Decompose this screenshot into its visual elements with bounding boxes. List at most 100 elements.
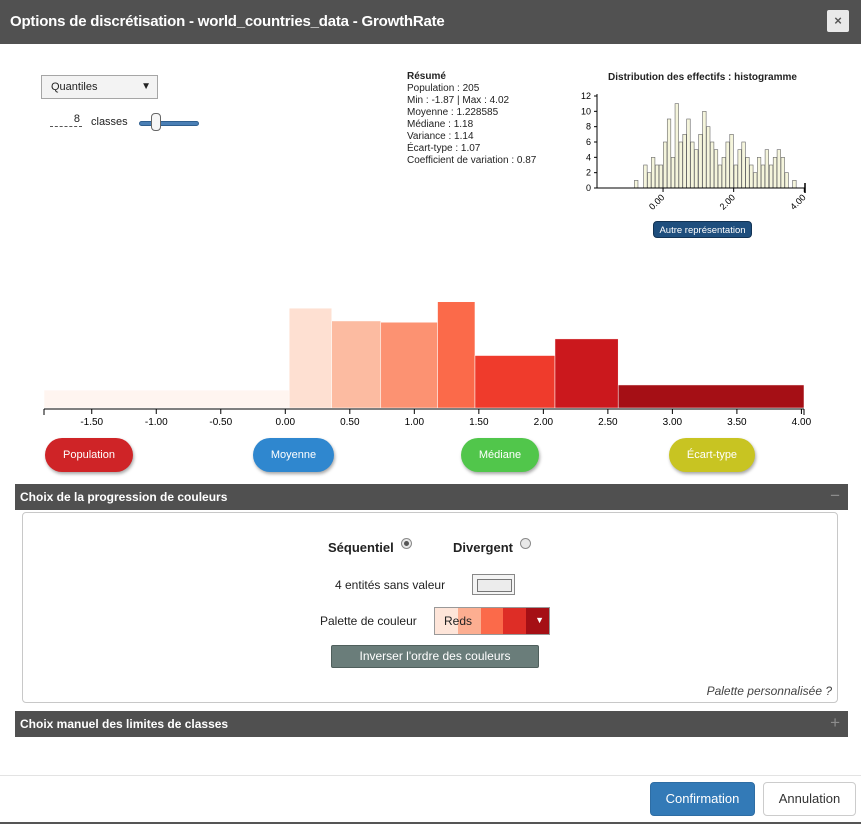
class-count-input[interactable]: 8 [50,114,82,127]
x-tick-label: 1.50 [469,417,489,428]
histogram-bar [682,134,687,189]
std-dev-button[interactable]: Écart-type [669,438,755,472]
x-tick-label: 1.00 [405,417,425,428]
x-tick-label: 3.50 [727,417,747,428]
histogram-bar [698,134,703,189]
histogram-bar [663,141,668,189]
invert-colors-button[interactable]: Inverser l'ordre des couleurs [331,645,539,668]
histogram-bar [792,180,797,189]
x-tick-label: 4.00 [792,417,812,428]
x-tick-label: 2.50 [598,417,618,428]
x-tick-label: 2.00 [534,417,554,428]
class-bar [331,320,382,409]
palette-swatch [503,608,527,634]
histogram-bar [702,111,707,189]
class-bar [617,384,805,409]
class-histogram-chart: -1.50 -1.00 -0.50 0.00 0.50 1.00 1.50 2.00 2.50 3… [43,301,812,428]
sequential-label: Séquentiel [328,540,394,555]
class-bar [474,355,556,409]
x-tick-label: 4.00 [788,192,807,211]
manual-breaks-section-header[interactable]: Choix manuel des limites de classes + [15,711,848,737]
divergent-radio[interactable] [520,538,531,549]
alternate-representation-button[interactable]: Autre représentation [653,221,752,238]
nodata-color-picker[interactable] [472,574,515,595]
histogram-bar [784,172,789,189]
summary-line: Moyenne : 1.228585 [407,107,499,118]
class-count-slider-track[interactable] [139,121,199,126]
summary-line: Variance : 1.14 [407,131,474,142]
small-histogram-title: Distribution des effectifs : histogramme [608,72,797,83]
discretization-method-select[interactable]: Quantiles ▼ [41,75,158,99]
histogram-bar [741,141,746,189]
collapse-icon[interactable]: − [830,486,840,505]
method-selected-value: Quantiles [51,81,98,93]
histogram-bar [776,149,781,189]
histogram-bar [643,164,648,189]
histogram-bar [717,164,722,189]
histogram-bar [674,103,679,189]
dropdown-arrow-icon: ▼ [141,81,151,92]
class-bar [437,301,476,409]
x-tick-label: 0.00 [276,417,296,428]
y-tick-label: 6 [586,137,591,147]
y-tick-label: 4 [586,152,591,162]
color-progression-title: Choix de la progression de couleurs [20,490,228,504]
histogram-bar [678,141,683,189]
footer-divider [0,775,861,776]
y-tick-label: 10 [581,106,591,116]
summary-line: Médiane : 1.18 [407,119,474,130]
histogram-bar [706,126,711,189]
y-tick-label: 12 [581,91,591,101]
divergent-label: Divergent [453,540,513,555]
histogram-bar [670,157,675,189]
summary-line: Écart-type : 1.07 [407,143,481,154]
expand-icon[interactable]: + [830,713,840,732]
color-progression-section-header[interactable]: Choix de la progression de couleurs − [15,484,848,510]
x-tick-label: -1.00 [145,417,168,428]
custom-palette-link[interactable]: Palette personnalisée ? [706,684,832,698]
x-tick-label: -0.50 [209,417,232,428]
palette-select[interactable]: Reds ▼ [434,607,550,635]
histogram-bar [760,164,766,189]
population-button[interactable]: Population [45,438,133,472]
classes-label: classes [91,116,128,128]
x-tick-label: 2.00 [718,192,737,211]
mean-button[interactable]: Moyenne [253,438,334,472]
palette-name: Reds [444,614,473,628]
class-count-slider-handle[interactable] [150,113,161,131]
median-button[interactable]: Médiane [461,438,539,472]
close-icon[interactable]: × [827,10,849,32]
histogram-bar [658,164,663,189]
histogram-bar [634,180,639,189]
class-bar [288,307,332,409]
summary-line: Coefficient de variation : 0.87 [407,155,537,166]
histogram-bar [713,149,719,189]
palette-label: Palette de couleur [320,614,417,628]
histogram-bar [729,134,734,189]
class-bar [43,389,290,409]
confirm-button[interactable]: Confirmation [650,782,755,816]
histogram-bar [647,172,652,189]
histogram-bar [780,157,785,189]
x-tick-label: 0.00 [647,192,666,211]
summary-panel: Résumé Population : 205 Min : -1.87 | Ma… [407,71,536,167]
cancel-button[interactable]: Annulation [763,782,856,816]
sequential-radio[interactable] [401,538,412,549]
palette-dropdown-arrow-icon: ▼ [535,615,544,625]
dialog-bottom-border [0,822,861,824]
palette-swatch [526,608,549,634]
histogram-bar [666,118,672,189]
histogram-bar [753,172,758,189]
histogram-bar [757,157,762,189]
manual-breaks-title: Choix manuel des limites de classes [20,717,229,731]
dialog-title: Options de discrétisation - world_countr… [10,13,445,30]
histogram-bar [694,149,699,189]
x-tick-label: 3.00 [663,417,683,428]
color-progression-panel: Séquentiel Divergent 4 entités sans vale… [22,512,838,703]
x-tick-label: 0.50 [340,417,360,428]
y-tick-label: 8 [586,122,591,132]
histogram-bar [745,157,750,189]
palette-swatch [435,608,458,634]
summary-line: Min : -1.87 | Max : 4.02 [407,95,510,106]
histogram-bar [710,141,715,189]
